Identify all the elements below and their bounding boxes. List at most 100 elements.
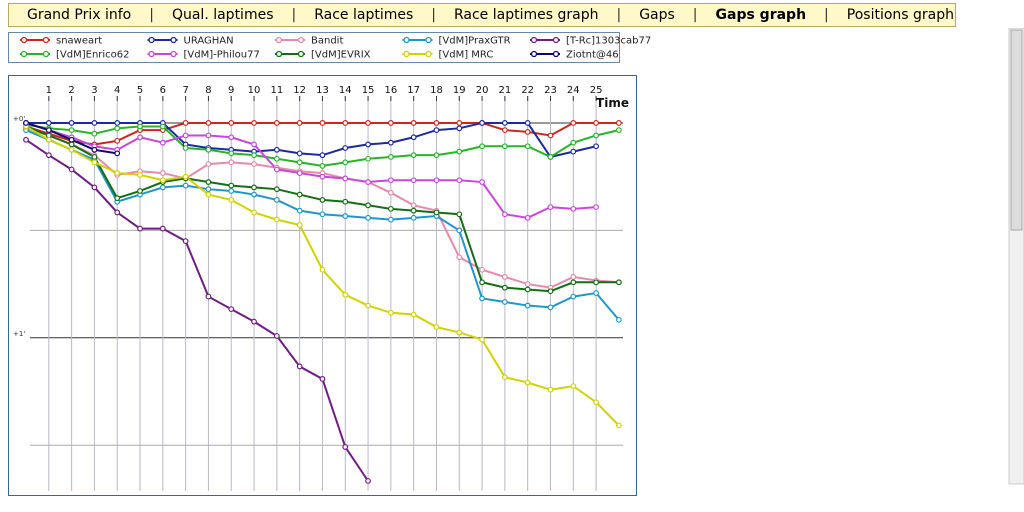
data-point (433, 152, 440, 159)
data-point (273, 333, 280, 339)
data-point (296, 363, 303, 370)
data-point (433, 127, 440, 134)
data-point (501, 274, 508, 280)
separator: | (431, 7, 436, 23)
data-point (456, 211, 463, 218)
data-point (501, 299, 508, 305)
data-point (91, 159, 98, 166)
data-point (228, 150, 235, 157)
legend-marker (297, 50, 305, 58)
legend-marker (20, 50, 28, 58)
data-point (228, 197, 235, 203)
legend-marker (42, 50, 50, 58)
data-point (593, 204, 599, 210)
legend-label: [VdM]PraxGTR (439, 36, 511, 47)
data-point (501, 127, 508, 134)
data-point (342, 213, 349, 219)
data-point (68, 166, 75, 173)
x-tick-label: 5 (137, 85, 143, 96)
series-line (25, 138, 369, 482)
legend-marker (170, 50, 177, 58)
data-point (273, 186, 280, 193)
nav-link[interactable]: Gaps (639, 7, 675, 23)
data-point (456, 329, 463, 336)
data-point (114, 125, 121, 132)
legend-item: Ziotnt@46 (530, 50, 619, 61)
x-tick-label: 22 (521, 85, 534, 96)
data-point (593, 290, 599, 296)
data-point (433, 120, 440, 126)
data-point (114, 170, 121, 176)
data-point (228, 306, 235, 313)
data-point (319, 197, 326, 203)
x-tick-label: 23 (544, 85, 557, 96)
data-point (524, 214, 531, 221)
data-point (296, 150, 303, 157)
data-point (479, 266, 485, 273)
nav-link[interactable]: Positions graph (846, 7, 955, 23)
legend-item: [T-Rc]1303cab77 (530, 36, 651, 47)
data-point (159, 123, 166, 130)
data-point (387, 177, 394, 184)
legend-marker (425, 36, 432, 44)
data-point (251, 141, 257, 148)
chart: snaweart URAGHAN Bandit [VdM]PraxGTR [T-Rc]1… (8, 28, 1024, 496)
data-point (205, 161, 212, 168)
data-point (182, 132, 189, 139)
data-point (114, 120, 121, 126)
data-point (205, 293, 212, 300)
separator: | (692, 7, 698, 23)
x-tick-label: 7 (182, 85, 188, 96)
data-point (410, 202, 417, 209)
data-point (547, 386, 554, 393)
data-point (501, 143, 508, 150)
data-point (342, 291, 349, 298)
nav-link[interactable]: Race laptimes (314, 7, 414, 23)
nav-link[interactable]: Grand Prix info (27, 7, 132, 23)
nav-bar: Grand Prix info | Qual. laptimes | Race lapt… (8, 3, 956, 27)
data-point (342, 175, 349, 182)
data-point (524, 143, 531, 150)
data-point (205, 120, 212, 126)
data-point (524, 120, 531, 126)
legend-label: URAGHAN (184, 36, 234, 47)
data-point (159, 170, 166, 176)
data-point (205, 179, 212, 185)
x-axis-label: Time (596, 96, 629, 110)
data-point (410, 177, 417, 184)
data-point (410, 152, 417, 159)
data-point (342, 120, 349, 126)
legend-marker (170, 36, 177, 44)
y-tick-label: +0' (13, 115, 25, 123)
x-tick-label: 18 (430, 85, 443, 96)
data-point (296, 120, 303, 126)
data-point (159, 184, 166, 191)
legend-marker (403, 50, 410, 58)
data-point (501, 120, 508, 126)
data-point (273, 197, 280, 203)
data-point (387, 205, 394, 212)
nav-link[interactable]: Gaps graph (715, 7, 807, 23)
data-point (615, 120, 622, 126)
data-point (365, 478, 371, 484)
data-point (273, 155, 280, 162)
data-point (342, 145, 349, 151)
x-tick-label: 15 (362, 85, 375, 96)
data-point (570, 383, 577, 390)
legend-item: Bandit (275, 36, 343, 47)
legend-item: snaweart (20, 36, 102, 47)
nav-link[interactable]: Race laptimes graph (453, 7, 599, 23)
data-point (547, 288, 554, 295)
data-point (68, 127, 75, 134)
data-point (410, 214, 417, 221)
legend-label: Bandit (311, 36, 343, 47)
legend-item: [VdM]-Philou77 (147, 50, 260, 61)
data-point (251, 152, 257, 159)
data-point (570, 205, 577, 212)
legend-item: [VdM]Enrico62 (20, 50, 130, 61)
legend-marker (403, 36, 410, 44)
data-point (524, 379, 531, 386)
data-point (319, 163, 326, 169)
scrollbar-thumb[interactable] (1010, 29, 1023, 231)
nav-link[interactable]: Qual. laptimes (171, 7, 274, 23)
